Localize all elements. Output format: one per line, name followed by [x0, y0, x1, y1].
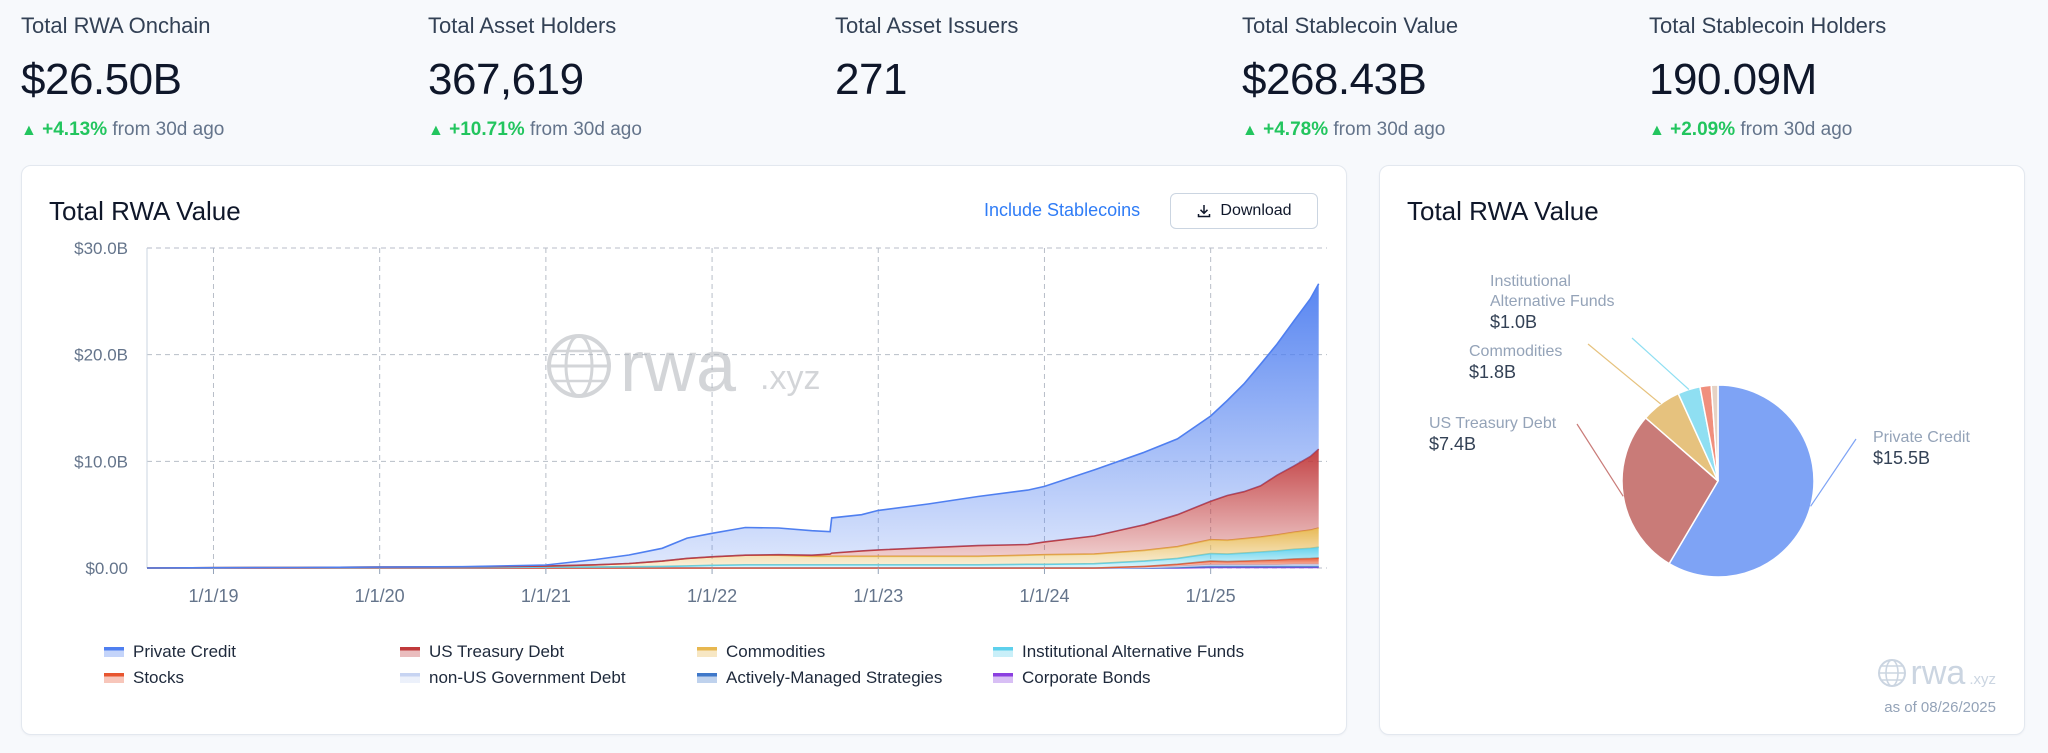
- watermark-brand: rwa: [620, 327, 737, 407]
- stat-change-pct: +2.09%: [1670, 119, 1736, 140]
- stat-asset-issuers: Total Asset Issuers 271: [835, 12, 1215, 104]
- stat-change-since: from 30d ago: [1333, 119, 1446, 140]
- legend-swatch: [400, 647, 420, 657]
- legend-label: Corporate Bonds: [1022, 668, 1151, 687]
- rwa-watermark: rwa .xyz: [547, 327, 820, 407]
- stat-stablecoin-holders: Total Stablecoin Holders 190.09M ▲ +2.09…: [1649, 12, 2029, 143]
- legend-label: Stocks: [133, 668, 185, 687]
- include-stablecoins-toggle[interactable]: Include Stablecoins: [984, 200, 1141, 220]
- callout-label: Alternative Funds: [1490, 293, 1615, 310]
- download-icon: [1198, 205, 1211, 218]
- stat-label: Total Stablecoin Holders: [1649, 13, 1887, 38]
- callout-line: [1587, 343, 1662, 405]
- area-chart[interactable]: rwa .xyz $0.00 $10.0B $20.0B $30.0B 1/1/19 1/1/…: [22, 226, 1346, 626]
- area-series: [146, 283, 1320, 569]
- callout-value: $1.0B: [1490, 312, 1537, 332]
- stat-asset-holders: Total Asset Holders 367,619 ▲ +10.71% fr…: [428, 12, 808, 143]
- stat-change: ▲ +2.09% from 30d ago: [1649, 118, 2029, 143]
- up-arrow-icon: ▲: [1649, 122, 1665, 139]
- legend-swatch: [697, 673, 717, 683]
- as-of-date: as of 08/26/2025: [1884, 699, 1996, 716]
- area-commodities[interactable]: [147, 528, 1319, 568]
- up-arrow-icon: ▲: [21, 122, 37, 139]
- watermark-tld: .xyz: [760, 359, 820, 397]
- pie-slice-other[interactable]: [1710, 384, 1719, 482]
- stat-change-since: from 30d ago: [112, 119, 225, 140]
- legend-swatch: [104, 673, 124, 683]
- legend-swatch: [400, 673, 420, 683]
- line-private-credit: [146, 283, 1320, 569]
- legend-label: US Treasury Debt: [429, 642, 565, 661]
- download-label: Download: [1220, 202, 1292, 219]
- callout-value: $15.5B: [1873, 448, 1930, 468]
- stat-change-pct: +4.78%: [1263, 119, 1329, 140]
- stat-change-since: from 30d ago: [529, 119, 642, 140]
- rwa-watermark: rwa .xyz: [1877, 656, 1996, 690]
- up-arrow-icon: ▲: [1242, 122, 1258, 139]
- chart-title: Total RWA Value: [49, 196, 241, 226]
- y-tick-label: $10.0B: [74, 452, 128, 471]
- stat-change-pct: +4.13%: [42, 119, 108, 140]
- up-arrow-icon: ▲: [428, 122, 444, 139]
- callout-value: $7.4B: [1429, 434, 1476, 454]
- callout-line: [1576, 423, 1624, 497]
- y-tick-label: $20.0B: [74, 346, 128, 365]
- legend-label: Private Credit: [133, 642, 236, 661]
- legend-label: Commodities: [726, 642, 826, 661]
- stat-rwa-onchain: Total RWA Onchain $26.50B ▲ +4.13% from …: [21, 12, 401, 143]
- callout-label: Institutional: [1490, 273, 1571, 290]
- rwa-value-chart-card: Total RWA Value Include Stablecoins Down…: [21, 165, 1347, 735]
- pie-chart[interactable]: Private Credit $15.5B US Treasury Debt $7.4…: [1380, 226, 2024, 686]
- pie-slice-private-credit[interactable]: [1668, 384, 1815, 578]
- stat-change: ▲ +4.78% from 30d ago: [1242, 118, 1622, 143]
- stat-label: Total Asset Holders: [428, 13, 617, 38]
- legend-swatch: [697, 647, 717, 657]
- watermark-tld: .xyz: [1969, 670, 1996, 688]
- x-tick-label: 1/1/22: [687, 586, 737, 606]
- x-tick-label: 1/1/25: [1186, 586, 1236, 606]
- legend-label: Institutional Alternative Funds: [1022, 642, 1245, 661]
- stat-value: 367,619: [428, 55, 584, 104]
- download-button[interactable]: Download: [1170, 193, 1318, 229]
- legend-label: non-US Government Debt: [429, 668, 626, 687]
- stat-label: Total Stablecoin Value: [1242, 13, 1459, 38]
- x-tick-label: 1/1/19: [188, 586, 238, 606]
- legend-swatch: [104, 647, 124, 657]
- globe-icon: [1877, 659, 1906, 687]
- legend-swatch: [993, 673, 1013, 683]
- stat-value: 190.09M: [1649, 55, 1817, 104]
- callout-label: Private Credit: [1873, 429, 1970, 446]
- stat-value: $26.50B: [21, 55, 182, 104]
- stat-value: $268.43B: [1242, 55, 1427, 104]
- y-tick-label: $30.0B: [74, 239, 128, 258]
- callout-line: [1810, 438, 1857, 507]
- stat-label: Total Asset Issuers: [835, 13, 1019, 38]
- stat-value: 271: [835, 55, 907, 104]
- callout-label: Commodities: [1469, 343, 1562, 360]
- x-tick-label: 1/1/21: [521, 586, 571, 606]
- x-tick-label: 1/1/24: [1019, 586, 1069, 606]
- x-tick-label: 1/1/20: [355, 586, 405, 606]
- x-tick-label: 1/1/23: [853, 586, 903, 606]
- stat-change-since: from 30d ago: [1740, 119, 1853, 140]
- stat-stablecoin-value: Total Stablecoin Value $268.43B ▲ +4.78%…: [1242, 12, 1622, 143]
- callout-line: [1631, 337, 1690, 390]
- pie-callouts: Private Credit $15.5B US Treasury Debt $7.4…: [1429, 273, 1970, 507]
- stat-change-pct: +10.71%: [449, 119, 525, 140]
- stat-label: Total RWA Onchain: [21, 13, 211, 38]
- legend-swatch: [993, 647, 1013, 657]
- stat-change: ▲ +4.13% from 30d ago: [21, 118, 401, 143]
- stat-change: ▲ +10.71% from 30d ago: [428, 118, 808, 143]
- y-tick-label: $0.00: [85, 559, 128, 578]
- pie-title: Total RWA Value: [1407, 196, 1599, 226]
- pie-slice-us-treasury-debt[interactable]: [1621, 416, 1719, 565]
- watermark-brand: rwa: [1910, 654, 1966, 692]
- callout-value: $1.8B: [1469, 362, 1516, 382]
- callout-label: US Treasury Debt: [1429, 415, 1557, 432]
- legend-label: Actively-Managed Strategies: [726, 668, 943, 687]
- rwa-composition-card: Total RWA Value Private Credit $15.5B US T…: [1379, 165, 2025, 735]
- area-private-credit[interactable]: [147, 283, 1319, 568]
